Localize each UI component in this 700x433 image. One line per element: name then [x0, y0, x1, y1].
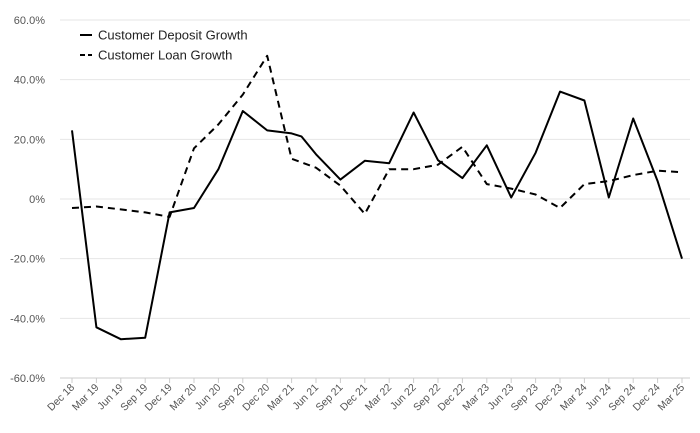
x-tick-label: Mar 19	[70, 382, 102, 414]
legend-label: Customer Loan Growth	[98, 48, 232, 63]
series-line-customer-deposit-growth	[71, 90, 683, 341]
x-tick-label: Dec 19	[143, 382, 175, 414]
axes: 60.0%40.0%20.0%0%-20.0%-40.0%-60.0%Dec 1…	[10, 15, 690, 414]
x-tick-label: Dec 24	[631, 382, 663, 414]
legend-label: Customer Deposit Growth	[98, 28, 248, 43]
x-tick-label: Mar 20	[168, 382, 200, 414]
x-tick-label: Mar 21	[265, 382, 297, 414]
x-tick-label: Dec 22	[436, 382, 468, 414]
x-tick-label: Dec 20	[240, 382, 272, 414]
x-tick-label: Dec 23	[533, 382, 565, 414]
x-tick-label: Dec 21	[338, 382, 370, 414]
y-tick-label: 20.0%	[14, 134, 45, 146]
legend: Customer Deposit Growth Customer Loan Gro…	[80, 28, 248, 63]
y-tick-label: -20.0%	[10, 254, 45, 266]
y-tick-label: 40.0%	[14, 75, 45, 87]
x-tick-label: Mar 25	[656, 382, 688, 414]
series-line-customer-loan-growth	[71, 54, 683, 218]
x-tick-label: Mar 22	[363, 382, 395, 414]
x-tick-label: Mar 23	[460, 382, 492, 414]
series-lines	[71, 54, 683, 341]
y-tick-label: -40.0%	[10, 313, 45, 325]
y-tick-label: -60.0%	[10, 373, 45, 385]
y-tick-label: 0%	[29, 194, 45, 206]
y-tick-label: 60.0%	[14, 15, 45, 27]
x-tick-label: Dec 18	[45, 382, 77, 414]
x-tick-label: Mar 24	[558, 382, 590, 414]
gridlines	[60, 19, 690, 379]
